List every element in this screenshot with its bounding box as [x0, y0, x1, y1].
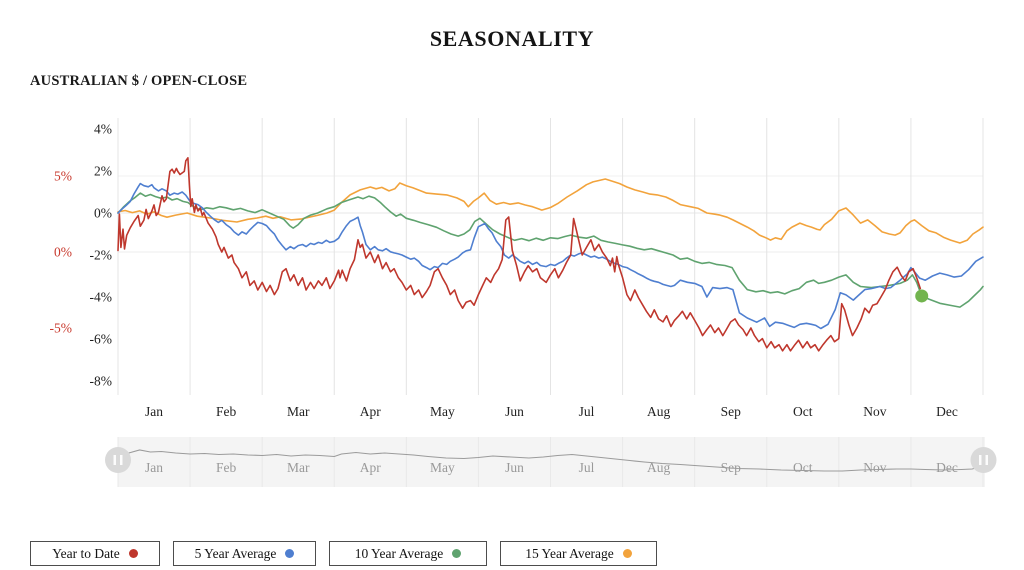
green-dot-icon: [452, 549, 462, 558]
series-line-15-year-average: [117, 178, 984, 244]
legend-label: 10 Year Average: [354, 545, 444, 561]
grip-bar-icon: [120, 455, 123, 465]
plot-area[interactable]: [117, 157, 984, 352]
x-axis-month-label: Nov: [863, 404, 886, 419]
nav-month-label: Jan: [145, 460, 163, 475]
x-axis-month-label: Jun: [505, 404, 524, 419]
y-axis-tick: -2%: [90, 248, 113, 263]
x-axis-month-label: Sep: [721, 404, 742, 419]
ytd-axis-tick: -5%: [50, 321, 73, 336]
gridlines: [117, 118, 984, 395]
x-axis-month-label: Jul: [579, 404, 595, 419]
nav-month-label: May: [430, 460, 455, 475]
legend-button-year-to-date[interactable]: Year to Date: [30, 541, 160, 566]
nav-month-label: Feb: [216, 460, 237, 475]
grip-bar-icon: [985, 455, 988, 465]
page-title: SEASONALITY: [429, 26, 595, 51]
nav-month-label: Oct: [793, 460, 813, 475]
nav-handle-right[interactable]: [970, 447, 997, 473]
grip-bar-icon: [979, 455, 982, 465]
grip-bar-icon: [113, 455, 116, 465]
legend-button-15-year-average[interactable]: 15 Year Average: [500, 541, 657, 566]
x-axis-month-label: Feb: [216, 404, 237, 419]
nav-month-label: Apr: [360, 460, 381, 475]
legend-button-5-year-average[interactable]: 5 Year Average: [173, 541, 316, 566]
chart-subtitle: AUSTRALIAN $ / OPEN-CLOSE: [30, 73, 248, 89]
x-axis-month-label: Aug: [647, 404, 670, 419]
y-axis-tick: -6%: [90, 332, 113, 347]
legend: Year to Date 5 Year Average 10 Year Aver…: [30, 541, 657, 566]
nav-month-label: Dec: [936, 460, 958, 475]
y-axis-tick: -8%: [90, 374, 113, 389]
nav-month-label: Mar: [287, 460, 310, 475]
blue-dot-icon: [285, 549, 295, 558]
y-axis-tick: 2%: [94, 164, 112, 179]
orange-dot-icon: [622, 549, 632, 558]
range-navigator[interactable]: Jan Feb Mar Apr May Jun Jul Aug Sep Oct Nov Dec: [105, 437, 997, 487]
series-line-5-year-average: [117, 182, 984, 330]
current-point-marker: [915, 289, 929, 303]
x-axis-month-label: Mar: [287, 404, 310, 419]
y-axis-tick: -4%: [90, 290, 113, 305]
legend-button-10-year-average[interactable]: 10 Year Average: [329, 541, 487, 566]
legend-label: 15 Year Average: [525, 545, 614, 561]
x-axis-month-label: Oct: [793, 404, 813, 419]
nav-month-label: Jun: [505, 460, 524, 475]
legend-label: Year to Date: [52, 545, 120, 561]
nav-minimap-line: [117, 449, 984, 472]
x-axis-month-label: Dec: [936, 404, 958, 419]
ytd-axis-tick: 0%: [54, 245, 72, 260]
navigator-track[interactable]: [118, 437, 985, 487]
nav-month-label: Jul: [579, 460, 595, 475]
x-axis-month-label: Jan: [145, 404, 163, 419]
y-axis-tick: 0%: [94, 206, 112, 221]
x-axis-month-label: Apr: [360, 404, 381, 419]
axis-labels: 4% 2% 0% -2% -4% -6% -8% 5% 0% -5% Jan Feb Mar Apr May…: [50, 122, 958, 420]
x-axis-month-label: May: [430, 404, 455, 419]
legend-label: 5 Year Average: [194, 545, 277, 561]
nav-month-label: Nov: [863, 460, 886, 475]
nav-handle-left[interactable]: [105, 447, 131, 473]
ytd-axis-tick: 5%: [54, 169, 72, 184]
red-dot-icon: [128, 549, 138, 558]
y-axis-tick: 4%: [94, 122, 112, 137]
series-line-year-to-date: [117, 157, 922, 352]
series-line-10-year-average: [117, 192, 984, 308]
